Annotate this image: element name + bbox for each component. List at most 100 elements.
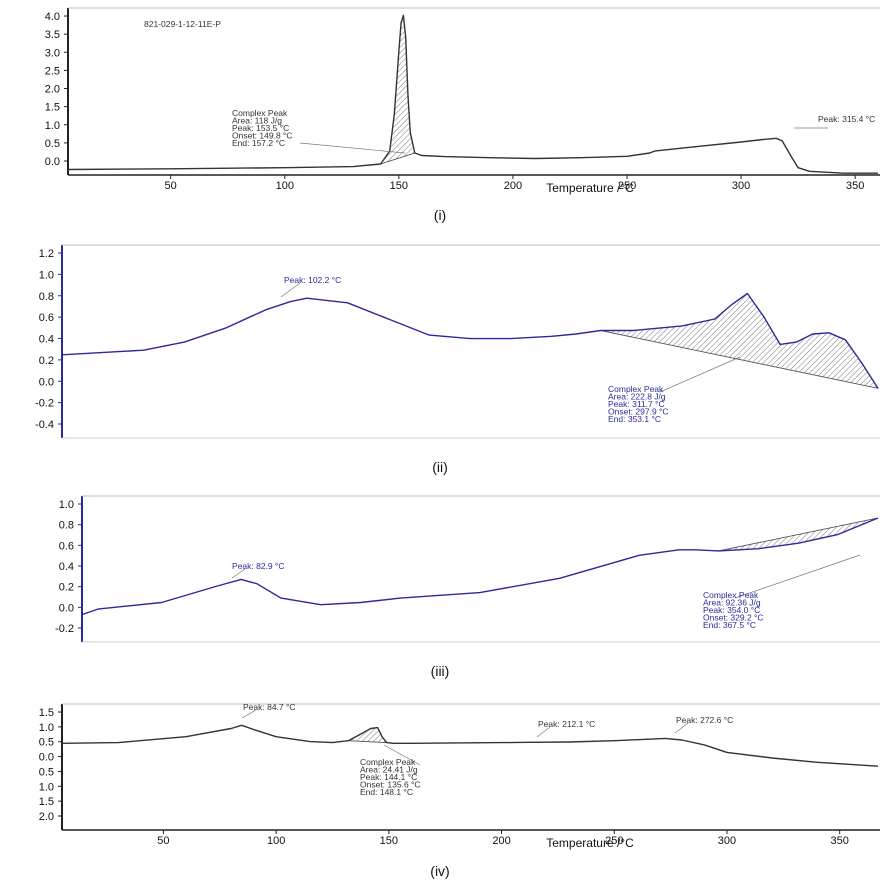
peak-label: Peak: 212.1 °C [538,719,595,729]
panel-caption: (iv) [430,863,449,879]
panel-caption: (i) [434,207,446,223]
y-tick-label: 2.5 [45,65,60,77]
y-tick-label: 1.5 [45,102,60,114]
x-tick-label: 200 [492,835,510,847]
y-tick-label: 1.5 [39,796,54,808]
complex-peak-label: Onset: 329.2 °C [703,613,764,623]
integrated-peak-area [379,15,416,165]
y-tick-label: 0.8 [59,520,74,532]
complex-peak-label: Complex Peak [608,384,664,394]
annotation-leader [383,744,421,766]
peak-label: Peak: 102.2 °C [284,275,341,285]
dsc-curve [67,14,878,174]
complex-peak-label: Area: 118 J/g [232,116,282,126]
y-tick-label: 1.0 [59,499,74,511]
annotation-leader [674,722,689,734]
y-tick-label: 1.0 [39,269,54,281]
x-tick-label: 150 [390,180,408,192]
complex-peak-label: Complex Peak [703,590,759,600]
dsc-curve [61,724,879,767]
annotation-leader [231,568,246,579]
x-tick-label: 100 [267,835,285,847]
x-axis-label: Temperature /°C [546,836,634,850]
panel-caption: (iii) [431,663,450,679]
peak-baseline [600,330,879,389]
y-tick-label: 0.2 [59,582,74,594]
annotation-leader [280,282,301,298]
complex-peak-label: Peak: 354.0 °C [703,605,760,615]
y-tick-label: 0.6 [39,312,54,324]
complex-peak-label: Peak: 144.1 °C [360,772,417,782]
y-tick-label: 3.0 [45,47,60,59]
y-tick-label: -0.2 [55,623,74,635]
y-tick-label: 0.6 [59,540,74,552]
panel-1: 0.0 0.5 1.0 1.5 2.0 2.5 3.0 3.5 4.0 50 100 150 200 25… [45,7,880,223]
y-tick-label: 4.0 [45,11,60,23]
x-tick-label: 200 [504,180,522,192]
peak-baseline [348,740,387,743]
panel-4: 2.0 1.5 1.0 0.5 0.0 0.5 1.0 1.5 50 100 150 200 250 30… [39,702,880,879]
y-tick-label: 0.8 [39,291,54,303]
dsc-curve [81,517,879,616]
dsc-curve [61,292,879,389]
x-tick-label: 300 [718,835,736,847]
annotation-leader [536,726,551,738]
x-axis-label: Temperature /°C [546,181,634,195]
annotation-leader [659,356,741,393]
y-tick-label: 0.4 [59,561,74,573]
x-tick-label: 50 [157,835,169,847]
y-tick-label: 0.0 [45,156,60,168]
peak-baseline [380,152,415,165]
complex-peak-label: Area: 222.8 J/g [608,392,666,402]
annotation-leader [734,554,861,599]
y-tick-label: 0.0 [39,376,54,388]
x-tick-label: 350 [846,180,864,192]
integrated-peak-area [600,293,879,389]
y-tick-label: 0.0 [59,602,74,614]
complex-peak-label: Onset: 149.8 °C [232,131,293,141]
y-tick-label: 0.4 [39,334,54,346]
complex-peak-label: Onset: 135.6 °C [360,780,421,790]
y-tick-label: 2.0 [39,811,54,823]
x-tick-label: 100 [276,180,294,192]
complex-peak-label: Complex Peak [360,757,416,767]
complex-peak-label: Complex Peak [232,108,288,118]
peak-label: Peak: 272.6 °C [676,715,733,725]
y-tick-label: -0.4 [35,419,54,431]
sample-id: 821-029-1-12-11E-P [144,19,221,29]
y-tick-label: 0.5 [45,138,60,150]
y-tick-label: 1.0 [39,781,54,793]
complex-peak-label: Onset: 297.9 °C [608,407,669,417]
x-tick-label: 350 [830,835,848,847]
y-tick-label: 0.0 [39,752,54,764]
y-tick-label: -0.2 [35,398,54,410]
peak-label: Peak: 315.4 °C [818,114,875,124]
y-tick-label: 0.5 [39,766,54,778]
panel-caption: (ii) [432,459,448,475]
x-tick-label: 250 [618,180,636,192]
complex-peak-label: End: 353.1 °C [608,414,661,424]
y-tick-label: 0.2 [39,355,54,367]
peak-label: Peak: 84.7 °C [243,702,296,712]
complex-peak-label: End: 157.2 °C [232,138,285,148]
panel-2: -0.4 -0.2 0.0 0.2 0.4 0.6 0.8 1.0 1.2 Peak: 102.2… [35,244,880,475]
complex-peak-label: End: 367.5 °C [703,620,756,630]
y-tick-label: 1.5 [39,707,54,719]
x-tick-label: 50 [165,180,177,192]
y-tick-label: 1.0 [45,120,60,132]
y-tick-label: 3.5 [45,29,60,41]
complex-peak-label: Area: 92.36 J/g [703,598,761,608]
x-tick-label: 250 [605,835,623,847]
complex-peak-label: Peak: 153.5 °C [232,123,289,133]
y-tick-label: 0.5 [39,737,54,749]
annotation-leader [299,142,406,154]
complex-peak-label: Peak: 311.7 °C [608,399,665,409]
y-tick-label: 1.0 [39,722,54,734]
complex-peak-label: End: 148.1 °C [360,787,413,797]
peak-label: Peak: 82.9 °C [232,561,285,571]
annotation-leader [241,709,257,719]
peak-baseline [718,517,879,552]
complex-peak-label: Area: 24.41 J/g [360,765,418,775]
y-tick-label: 2.0 [45,84,60,96]
